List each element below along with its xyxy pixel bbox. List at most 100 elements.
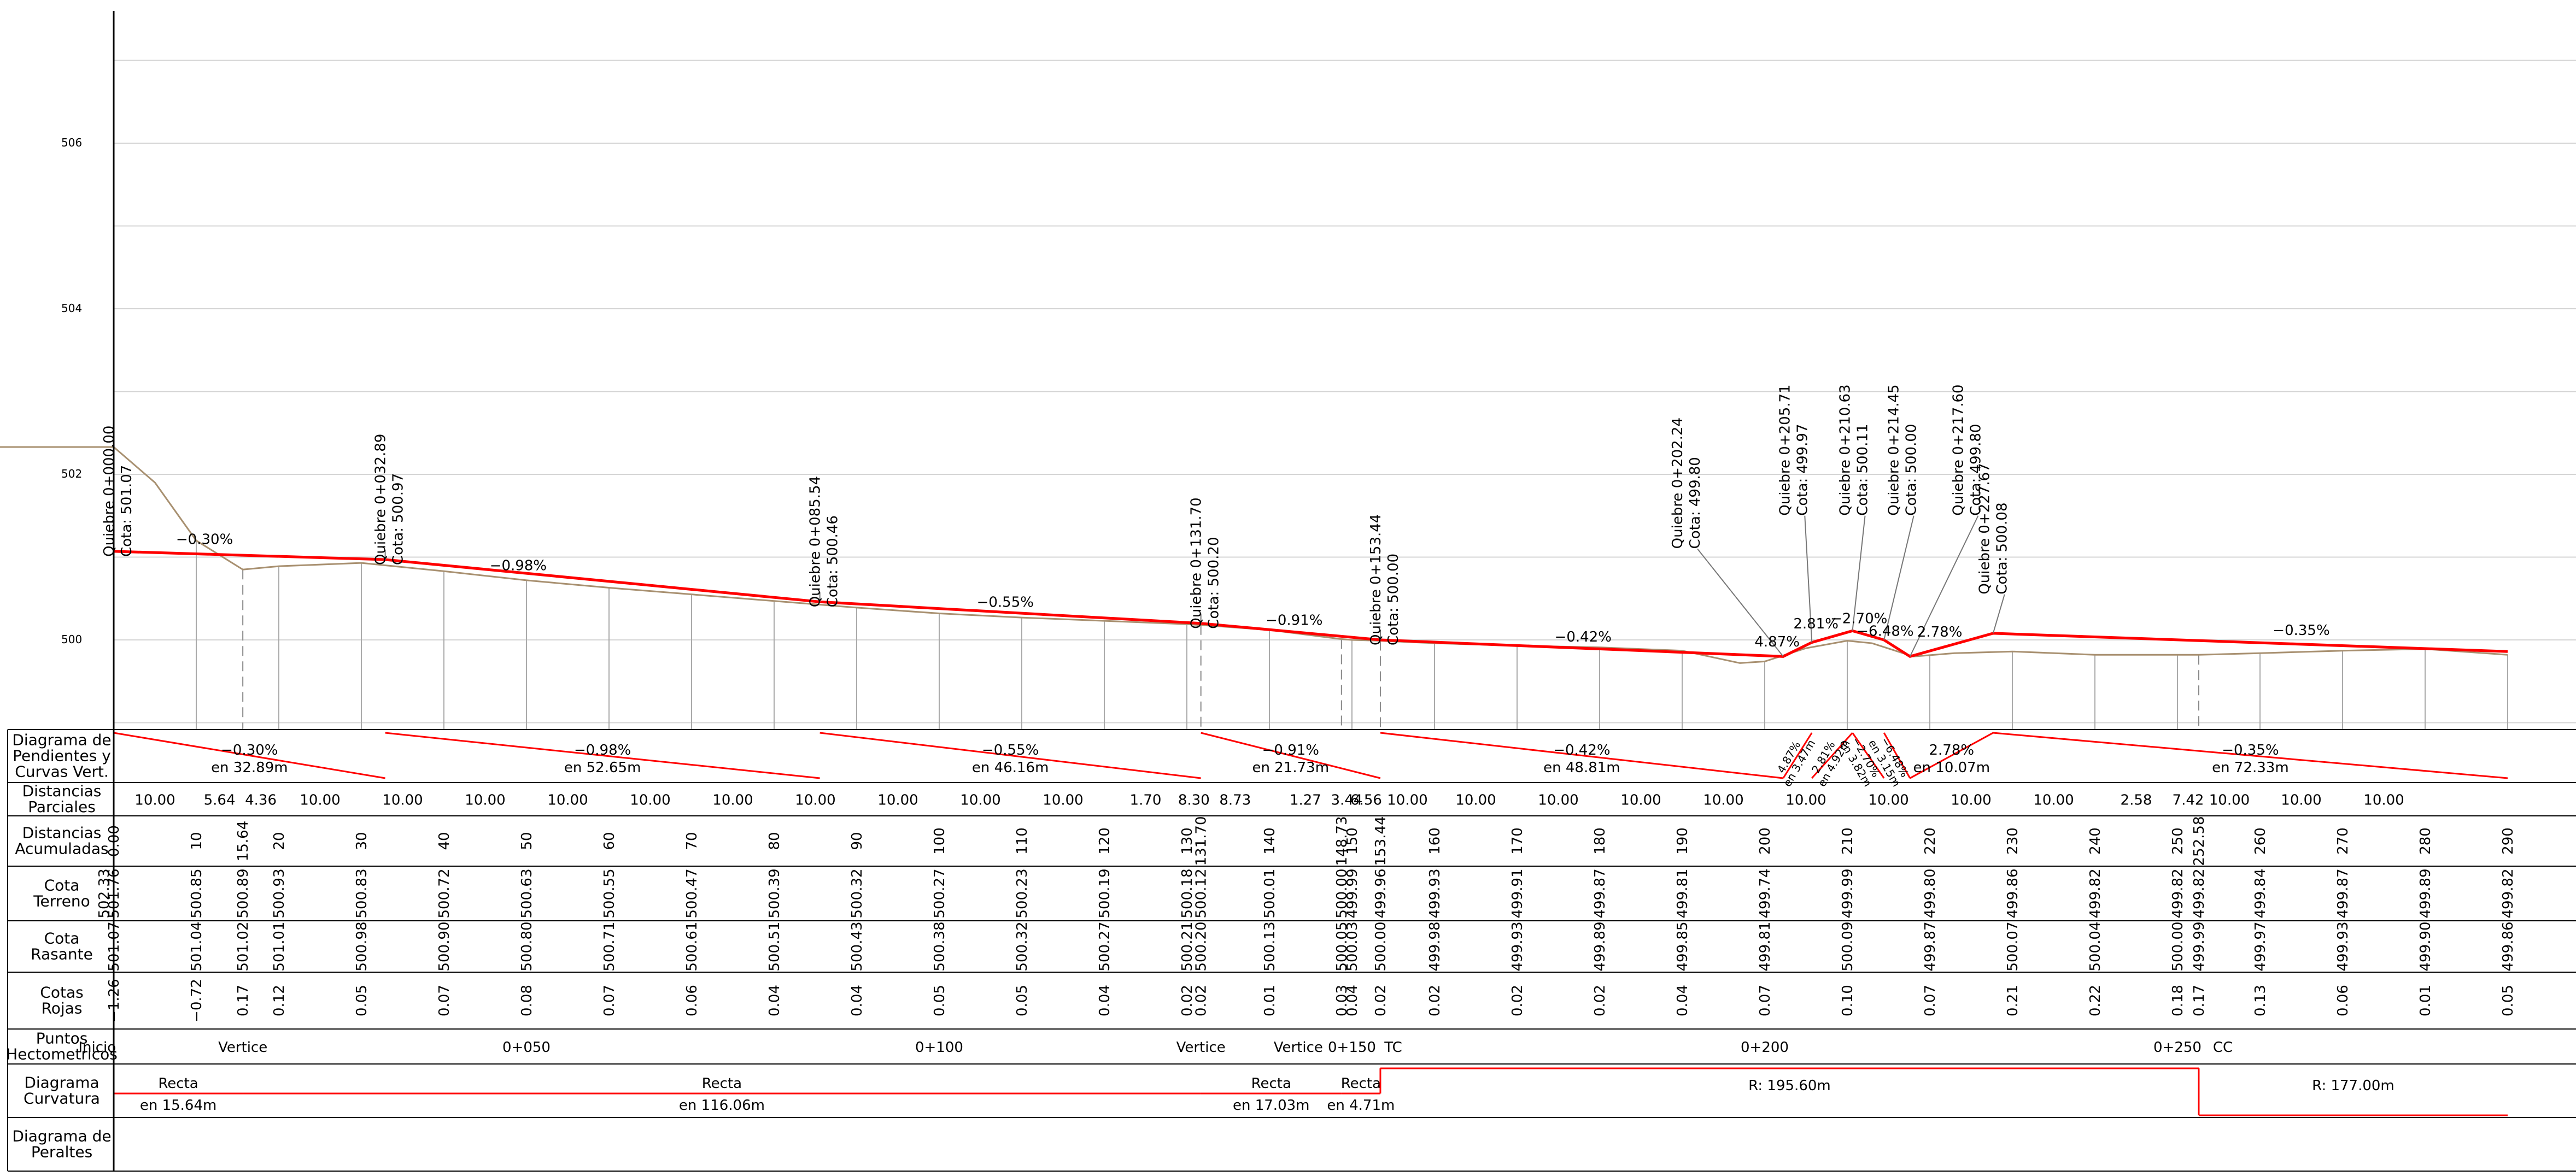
cut-fill-value: 0.05 [354, 985, 370, 1016]
partial-distance: 1.70 [1130, 792, 1162, 809]
partial-distance: 10.00 [134, 792, 175, 809]
slope-grade: −0.42% [1553, 742, 1610, 758]
ground-elevation: 499.87 [2335, 869, 2351, 919]
grade-percent: −0.91% [1266, 613, 1322, 629]
band-label: Diagrama de [12, 1127, 111, 1145]
cumulative-distance: 260 [2252, 827, 2269, 855]
cumulative-distance: 170 [1509, 827, 1526, 855]
ground-elevation: 499.89 [2417, 869, 2434, 919]
design-elevation: 499.98 [1427, 922, 1443, 972]
hectometric-point: Inicio [78, 1039, 116, 1056]
partial-distance: 10.00 [547, 792, 588, 809]
cumulative-distance: 120 [1097, 827, 1113, 855]
partial-distance: 10.00 [877, 792, 918, 809]
curvature-radius: R: 195.60m [1748, 1078, 1831, 1094]
leader-line [1804, 515, 1813, 643]
cumulative-distance: 153.44 [1373, 816, 1389, 866]
cumulative-distance: 230 [2005, 827, 2021, 855]
partial-distance: 10.00 [1538, 792, 1578, 809]
break-point-elevation: Cota: 501.07 [119, 465, 135, 557]
curvature-length: en 17.03m [1233, 1097, 1310, 1114]
partial-distance: 2.58 [2121, 792, 2152, 809]
ground-elevation: 499.93 [1427, 869, 1443, 919]
ground-elevation: 499.74 [1757, 869, 1773, 919]
band-label: Rojas [42, 999, 83, 1018]
ground-elevation: 500.19 [1097, 869, 1113, 919]
design-elevation: 500.90 [436, 922, 453, 972]
design-elevation: 499.97 [2252, 922, 2269, 972]
slope-grade: 2.78% [1929, 742, 1974, 758]
curvature-radius: R: 177.00m [2312, 1078, 2394, 1094]
break-point-label: Quiebre 0+205.71 Cota: 499.97 [1777, 384, 1811, 515]
band-label: Cota [44, 930, 80, 948]
slope-length: en 52.65m [564, 760, 641, 776]
design-elevation: 500.61 [684, 922, 700, 972]
partial-distance: 10.00 [1703, 792, 1743, 809]
partial-distance: 10.00 [382, 792, 423, 809]
design-elevation: 500.20 [1193, 922, 1210, 972]
cut-fill-value: 0.01 [2417, 985, 2434, 1016]
grade-percent: −0.30% [176, 531, 233, 548]
ground-elevation: 500.01 [1262, 869, 1278, 919]
band-label: Acumuladas [15, 840, 108, 858]
cut-fill-value: 0.13 [2252, 985, 2269, 1016]
hectometric-points-band: Inicio Vertice 0+050 0+100 Vertice Vertice 0+1… [78, 1039, 2233, 1056]
ground-elevation: 500.39 [766, 869, 783, 919]
ground-elevation: 502.33 [96, 869, 113, 919]
design-elevation: 500.71 [601, 922, 618, 972]
cut-fill-value: 0.07 [1922, 985, 1939, 1016]
partial-distances-band: 10.00 5.64 4.36 10.00 10.00 10.00 10.00 10.00 10… [134, 792, 2404, 809]
band-label: Distancias [22, 782, 102, 800]
ground-elevation-band: 502.33501.76500.85500.89500.93500.83500.… [96, 869, 2516, 919]
design-elevation: 499.99 [2191, 922, 2208, 972]
curvature-diagram-band: Recta en 15.64m Recta en 116.06m Recta en 17.… [114, 1067, 2508, 1116]
grade-line [113, 550, 2508, 658]
cumulative-distance: 50 [519, 832, 535, 850]
design-elevation: 500.09 [1840, 922, 1856, 972]
design-elevation: 500.00 [2170, 922, 2186, 972]
band-label: Terreno [33, 892, 90, 910]
partial-distance: 10.00 [1951, 792, 1991, 809]
slope-grade: −0.30% [221, 742, 278, 758]
design-elevation: 500.43 [849, 922, 865, 972]
slope-length: en 10.07m [1913, 760, 1990, 776]
slope-segment [1380, 732, 1783, 779]
cumulative-distance: 15.64 [235, 821, 251, 861]
curvature-length: en 4.71m [1327, 1097, 1395, 1114]
curvature-type: Recta [702, 1075, 742, 1092]
band-label: Cota [44, 877, 80, 895]
ground-elevation: 500.32 [849, 869, 865, 919]
cut-fill-value: 0.04 [766, 985, 783, 1016]
hectometric-point: 0+050 [502, 1039, 551, 1056]
cut-fill-value: 0.06 [684, 985, 700, 1016]
ground-elevation: 499.99 [1344, 869, 1361, 919]
slope-length: en 48.81m [1543, 760, 1620, 776]
partial-distance: 10.00 [1620, 792, 1661, 809]
leader-line [1697, 548, 1784, 657]
ground-elevation: 499.82 [2191, 869, 2208, 919]
elevation-tick-label: 502 [61, 467, 82, 480]
break-point-label: Quiebre 0+202.24 Cota: 499.80 [1670, 418, 1703, 549]
grade-percent: −0.98% [490, 558, 547, 574]
curvature-type: Recta [1251, 1075, 1291, 1092]
leader-line [1852, 515, 1866, 631]
slope-segment [1993, 732, 2508, 779]
break-point-station: Quiebre 0+085.54 [807, 476, 824, 607]
cut-fill-value: 0.02 [1427, 985, 1443, 1016]
slope-segment [113, 732, 385, 779]
partial-distance: 10.00 [1868, 792, 1908, 809]
break-point-label: Quiebre 0+214.45 Cota: 500.00 [1886, 384, 1920, 515]
ground-elevation: 500.63 [519, 869, 535, 919]
cumulative-distance: 252.58 [2191, 816, 2208, 866]
slope-segment [819, 732, 1201, 779]
elevation-tick-label: 504 [61, 302, 82, 315]
slope-grade: −0.55% [982, 742, 1039, 758]
partial-distance: 5.64 [204, 792, 236, 809]
cut-fill-value: 0.22 [2087, 985, 2104, 1016]
ground-elevation: 500.93 [271, 869, 288, 919]
design-elevation: 500.27 [1097, 922, 1113, 972]
break-point-label: Quiebre 0+131.70 Cota: 500.20 [1189, 497, 1222, 628]
grade-percent: −6.48% [1857, 623, 1913, 639]
partial-distance: 10.00 [2281, 792, 2321, 809]
